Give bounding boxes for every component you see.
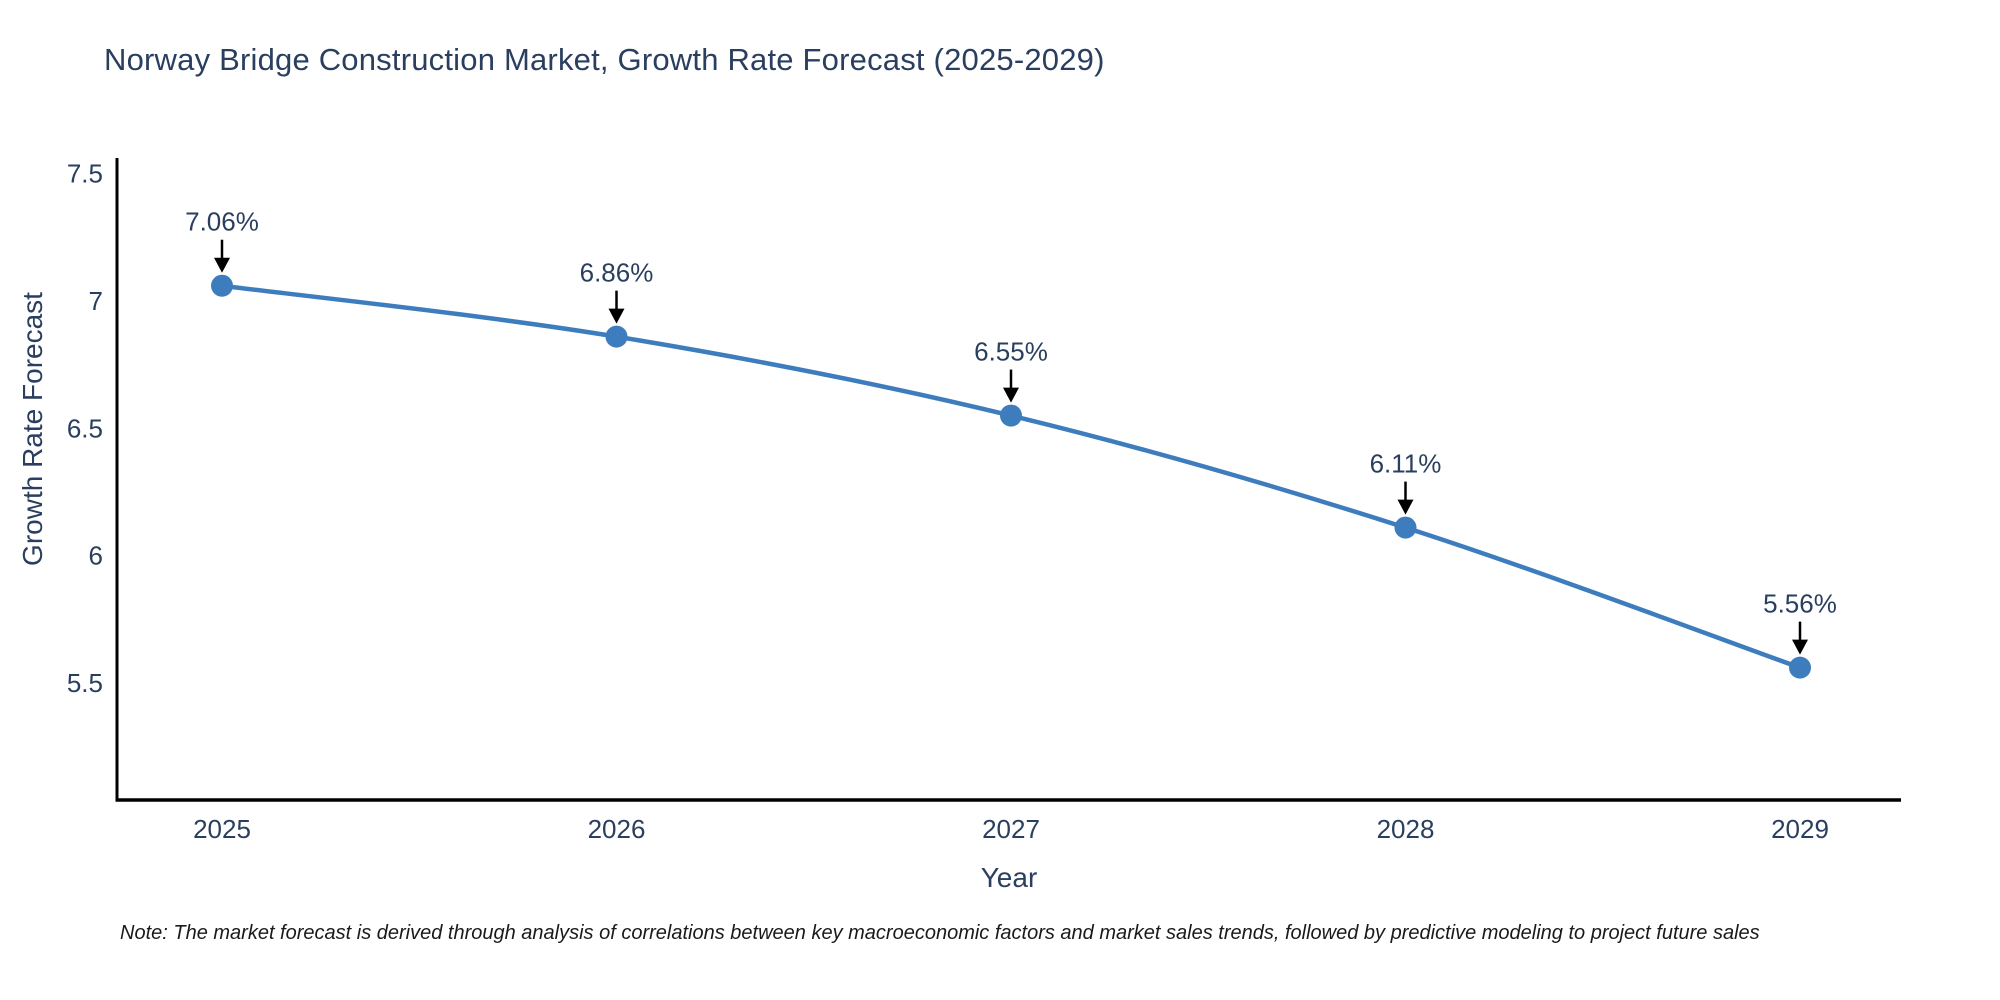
data-label: 5.56% xyxy=(1763,589,1837,619)
x-tick-label: 2027 xyxy=(982,814,1040,844)
annotation-arrowhead-icon xyxy=(1792,639,1808,655)
x-tick-label: 2026 xyxy=(588,814,646,844)
x-tick-label: 2029 xyxy=(1771,814,1829,844)
chart-title: Norway Bridge Construction Market, Growt… xyxy=(104,42,1105,77)
data-point[interactable] xyxy=(1789,656,1811,679)
data-point[interactable] xyxy=(211,274,233,297)
data-label: 7.06% xyxy=(185,207,259,237)
data-label: 6.11% xyxy=(1370,449,1442,479)
annotation-arrowhead-icon xyxy=(214,257,230,273)
data-point[interactable] xyxy=(1394,516,1417,539)
annotation-arrowhead-icon xyxy=(1003,387,1019,403)
annotation-arrowhead-icon xyxy=(608,308,625,324)
y-tick-label: 5.5 xyxy=(67,668,103,698)
y-tick-label: 7.5 xyxy=(67,159,103,189)
y-tick-label: 6 xyxy=(89,541,103,571)
annotation-arrowhead-icon xyxy=(1397,499,1414,515)
data-point[interactable] xyxy=(1000,404,1022,427)
y-tick-label: 6.5 xyxy=(67,413,103,443)
data-label: 6.55% xyxy=(974,337,1048,367)
data-point[interactable] xyxy=(605,325,628,348)
footnote: Note: The market forecast is derived thr… xyxy=(120,922,1760,944)
x-tick-label: 2028 xyxy=(1377,814,1435,844)
x-tick-label: 2025 xyxy=(193,814,251,844)
x-axis-title: Year xyxy=(980,862,1038,893)
data-label: 6.86% xyxy=(580,258,654,288)
y-tick-label: 7 xyxy=(89,286,103,316)
